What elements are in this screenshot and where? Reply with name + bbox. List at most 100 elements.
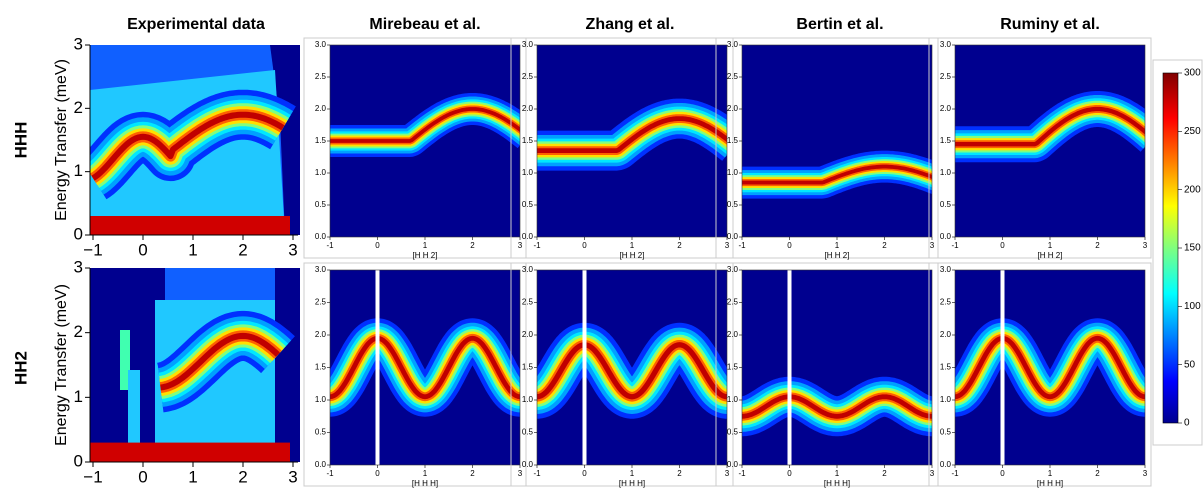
x-tick-label: 2 [470,241,475,250]
heatmap-region [128,370,140,460]
x-tick-label: 1 [835,469,840,478]
x-tick-label: 3 [518,469,523,478]
y-tick-label: 3.0 [940,40,952,49]
y-tick-label: 0.0 [940,232,952,241]
y-tick-label: 2.0 [315,104,327,113]
x-axis-label: [H H 2] [825,251,850,260]
row-label: HHH [11,122,30,159]
y-tick-label: 0.0 [315,460,327,469]
y-tick-label: 2.5 [522,72,534,81]
panel-frame [303,262,527,487]
x-tick-label: 2 [677,241,682,250]
colorbar-tick-label: 200 [1184,184,1201,195]
x-tick-label: 3 [725,469,730,478]
y-tick-label: 1.0 [727,395,739,404]
y-tick-label: 2.0 [727,330,739,339]
y-tick-label: 0.0 [522,232,534,241]
x-tick-label: 0 [138,467,147,486]
heatmap [537,270,727,465]
colorbar-tick-label: 150 [1184,243,1201,254]
x-tick-label: 3 [1143,241,1148,250]
y-tick-label: 1.0 [940,168,952,177]
y-tick-label: 0.5 [522,200,534,209]
y-tick-label: 1.0 [315,168,327,177]
y-tick-label: 2.5 [315,298,327,307]
y-tick-label: 2.0 [522,330,534,339]
y-tick-label: 3.0 [727,265,739,274]
intensity-band [955,106,1145,147]
x-axis-label: [H H 2] [1038,251,1063,260]
x-tick-label: -1 [326,469,334,478]
intensity-band [91,111,285,181]
x-tick-label: 2 [238,240,247,259]
gap-line [1000,270,1005,465]
x-tick-label: 0 [787,469,792,478]
y-tick-label: 1.5 [940,363,952,372]
x-tick-label: -1 [951,469,959,478]
y-tick-label: 2.0 [940,330,952,339]
colorbar-tick-label: 50 [1184,359,1196,370]
y-tick-label: 3 [74,34,83,53]
x-tick-label: 2 [1095,241,1100,250]
x-axis-label: [H H H] [1037,479,1063,488]
x-tick-label: 0 [582,241,587,250]
x-tick-label: 0 [375,469,380,478]
y-tick-label: 3.0 [522,265,534,274]
y-tick-label: 1.5 [315,136,327,145]
x-tick-label: 2 [677,469,682,478]
y-tick-label: 0.5 [727,200,739,209]
x-tick-label: 3 [725,241,730,250]
colorbar-tick-label: 100 [1184,301,1201,312]
y-tick-label: 3.0 [940,265,952,274]
x-tick-label: 3 [930,241,935,250]
y-tick-label: 0.5 [940,200,952,209]
y-tick-label: 1.5 [727,363,739,372]
intensity-band [160,332,281,391]
heatmap [90,268,300,462]
x-axis-label: [H H H] [412,479,438,488]
y-tick-label: 1 [74,161,83,180]
heatmap [90,45,300,235]
heatmap-bg [742,45,932,237]
heatmap [742,45,932,237]
y-tick-label: 1.0 [522,168,534,177]
x-tick-label: 1 [423,241,428,250]
y-tick-label: 0 [74,224,83,243]
x-tick-label: 0 [582,469,587,478]
heatmap [955,270,1145,465]
x-tick-label: 2 [882,241,887,250]
column-title: Bertin et al. [796,16,883,33]
colorbar-tick-label: 250 [1184,126,1201,137]
x-tick-label: −1 [83,467,102,486]
x-tick-label: 0 [1000,469,1005,478]
x-tick-label: 0 [138,240,147,259]
x-tick-label: 1 [423,469,428,478]
y-tick-label: 2.5 [727,72,739,81]
x-axis-label: [H H H] [824,479,850,488]
y-tick-label: 0.0 [522,460,534,469]
x-tick-label: 2 [882,469,887,478]
x-tick-label: 2 [1095,469,1100,478]
y-tick-label: 2.0 [727,104,739,113]
x-tick-label: 1 [630,241,635,250]
y-tick-label: 2.5 [940,72,952,81]
x-tick-label: 1 [1048,469,1053,478]
y-tick-label: 2.0 [940,104,952,113]
heatmap [330,270,520,465]
column-title: Ruminy et al. [1000,16,1100,33]
y-tick-label: 1.5 [522,363,534,372]
gap-line [375,270,380,465]
y-tick-label: 2.0 [315,330,327,339]
panel-frame [928,37,1152,259]
y-tick-label: 2.5 [727,298,739,307]
x-tick-label: 1 [1048,241,1053,250]
x-tick-label: 0 [375,241,380,250]
panel-frame [715,262,939,487]
intensity-band [537,116,727,153]
intensity-band [330,335,520,400]
y-axis-label: Energy Transfer (meV) [53,59,70,221]
y-tick-label: 3.0 [522,40,534,49]
x-tick-label: 2 [470,469,475,478]
y-tick-label: 1.0 [940,395,952,404]
